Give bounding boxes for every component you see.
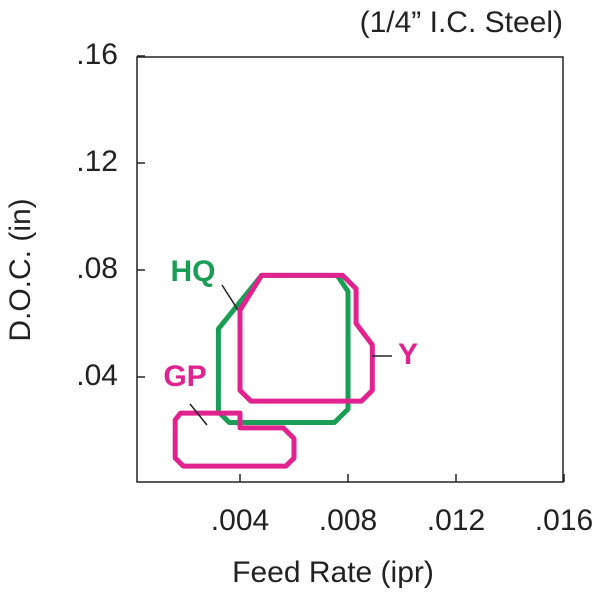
x-tick-label: .012	[427, 504, 485, 537]
y-tick-label: .16	[76, 38, 118, 71]
region-label: Y	[398, 338, 418, 371]
region-outline	[237, 272, 375, 404]
region-outline	[172, 410, 297, 469]
leader-line	[189, 403, 208, 426]
leader-line	[221, 284, 239, 311]
region-label: HQ	[171, 255, 216, 288]
y-tick-label: .08	[76, 252, 118, 285]
region-label: GP	[163, 360, 206, 393]
y-tick-label: .04	[76, 359, 118, 392]
x-tick-label: .016	[535, 504, 593, 537]
y-axis-label: D.O.C. (in)	[4, 198, 37, 341]
y-tick-label: .12	[76, 145, 118, 178]
x-tick-label: .008	[319, 504, 377, 537]
x-axis-label: Feed Rate (ipr)	[232, 556, 434, 589]
x-tick-label: .004	[211, 504, 269, 537]
chart-title: (1/4” I.C. Steel)	[360, 6, 563, 39]
